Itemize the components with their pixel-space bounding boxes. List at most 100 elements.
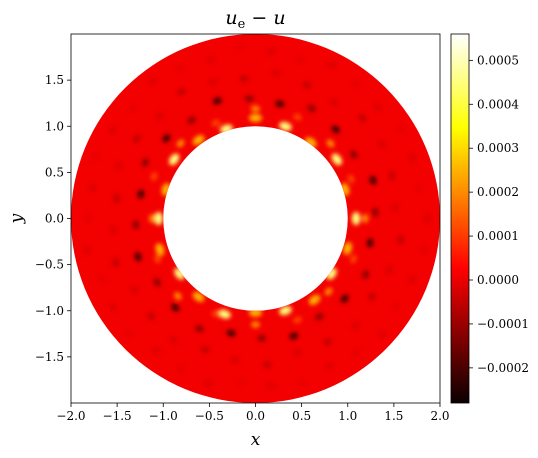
error-feature bbox=[392, 301, 400, 310]
error-feature bbox=[226, 329, 236, 337]
error-feature bbox=[176, 139, 185, 148]
colorbar-tick-label: −0.0001 bbox=[477, 317, 529, 331]
error-feature bbox=[293, 348, 303, 356]
error-feature bbox=[177, 88, 186, 96]
y-tick-label: −1.5 bbox=[35, 350, 64, 364]
error-feature bbox=[171, 303, 180, 312]
error-feature bbox=[329, 98, 338, 106]
error-feature bbox=[369, 175, 377, 185]
error-feature bbox=[257, 335, 267, 342]
y-tick-label: −0.5 bbox=[35, 258, 64, 272]
error-feature bbox=[420, 245, 428, 255]
error-feature bbox=[366, 238, 374, 248]
y-axis-label: y bbox=[7, 213, 27, 224]
error-feature bbox=[98, 273, 105, 283]
error-feature bbox=[134, 252, 142, 262]
error-feature bbox=[176, 365, 185, 373]
error-feature bbox=[173, 292, 182, 301]
y-tick-label: 0.0 bbox=[45, 212, 64, 226]
x-tick-label: −2.0 bbox=[56, 409, 85, 423]
error-feature bbox=[211, 310, 221, 318]
error-feature bbox=[378, 330, 387, 339]
error-feature bbox=[298, 380, 307, 387]
colorbar-tick-label: 0.0003 bbox=[477, 141, 519, 155]
colorbar-tick-label: 0.0004 bbox=[477, 97, 519, 111]
error-feature bbox=[148, 77, 157, 86]
error-feature bbox=[352, 80, 361, 89]
error-feature bbox=[266, 382, 276, 389]
error-feature bbox=[83, 245, 91, 255]
error-feature bbox=[205, 56, 215, 63]
colorbar-tick-label: 0.0002 bbox=[477, 185, 519, 199]
colorbar-ticks: −0.0002 −0.0001 0.0000 0.0001 0.0002 0.0003 0.… bbox=[469, 53, 529, 375]
error-feature bbox=[235, 379, 245, 387]
y-axis: −1.5 −1.0 −0.5 0.0 0.5 1.0 1.5 bbox=[35, 73, 71, 364]
error-feature bbox=[244, 95, 254, 102]
error-feature bbox=[372, 207, 379, 217]
error-feature bbox=[162, 134, 171, 143]
error-feature bbox=[84, 214, 91, 223]
error-feature bbox=[308, 294, 321, 305]
x-tick-label: 1.5 bbox=[384, 409, 403, 423]
error-feature bbox=[408, 274, 416, 284]
error-feature bbox=[154, 254, 161, 264]
error-feature bbox=[324, 287, 333, 296]
error-feature bbox=[262, 361, 272, 368]
error-feature bbox=[249, 308, 262, 317]
error-feature bbox=[208, 78, 217, 86]
error-feature bbox=[327, 61, 337, 69]
plot-area bbox=[70, 33, 441, 404]
error-feature bbox=[296, 56, 306, 63]
error-feature bbox=[204, 380, 213, 387]
error-feature bbox=[169, 336, 178, 344]
error-feature bbox=[326, 139, 335, 148]
error-feature bbox=[192, 135, 205, 146]
error-feature bbox=[350, 150, 358, 159]
error-feature bbox=[155, 112, 164, 121]
error-feature bbox=[132, 220, 139, 230]
y-tick-label: 0.5 bbox=[45, 165, 64, 179]
error-feature bbox=[113, 193, 120, 203]
title-subscript: e bbox=[238, 17, 246, 32]
y-tick-label: −1.0 bbox=[35, 304, 64, 318]
error-feature bbox=[343, 242, 353, 255]
error-feature bbox=[340, 294, 349, 303]
error-feature bbox=[129, 103, 138, 112]
error-feature bbox=[109, 302, 117, 312]
title-rest: − u bbox=[245, 7, 285, 29]
chart-title: ue − u bbox=[225, 7, 285, 32]
annulus-field bbox=[70, 33, 440, 403]
error-feature bbox=[388, 171, 396, 180]
error-feature bbox=[358, 114, 367, 123]
error-feature bbox=[351, 321, 360, 330]
error-feature bbox=[124, 330, 133, 339]
error-feature bbox=[195, 325, 204, 333]
error-feature bbox=[147, 312, 156, 321]
error-feature bbox=[378, 140, 386, 149]
error-feature bbox=[307, 104, 316, 112]
colorbar-tick-label: 0.0005 bbox=[477, 53, 519, 67]
error-feature bbox=[148, 214, 156, 223]
x-axis-label: x bbox=[251, 430, 261, 450]
error-feature bbox=[423, 214, 431, 223]
error-feature bbox=[151, 346, 161, 354]
error-feature bbox=[112, 258, 119, 267]
error-feature bbox=[352, 348, 361, 357]
error-feature bbox=[154, 212, 163, 225]
error-feature bbox=[293, 316, 302, 324]
error-feature bbox=[293, 113, 302, 121]
error-feature bbox=[279, 121, 292, 131]
error-feature bbox=[130, 285, 139, 294]
error-feature bbox=[368, 292, 376, 301]
error-feature bbox=[176, 64, 185, 72]
error-feature bbox=[133, 134, 141, 143]
error-feature bbox=[385, 265, 393, 275]
error-feature bbox=[169, 153, 180, 166]
error-feature bbox=[239, 75, 249, 82]
colorbar: −0.0002 −0.0001 0.0000 0.0001 0.0002 0.0003 0.… bbox=[450, 33, 529, 404]
error-feature bbox=[331, 125, 340, 134]
error-feature bbox=[141, 158, 149, 167]
error-feature bbox=[397, 235, 404, 244]
error-feature bbox=[408, 153, 416, 163]
